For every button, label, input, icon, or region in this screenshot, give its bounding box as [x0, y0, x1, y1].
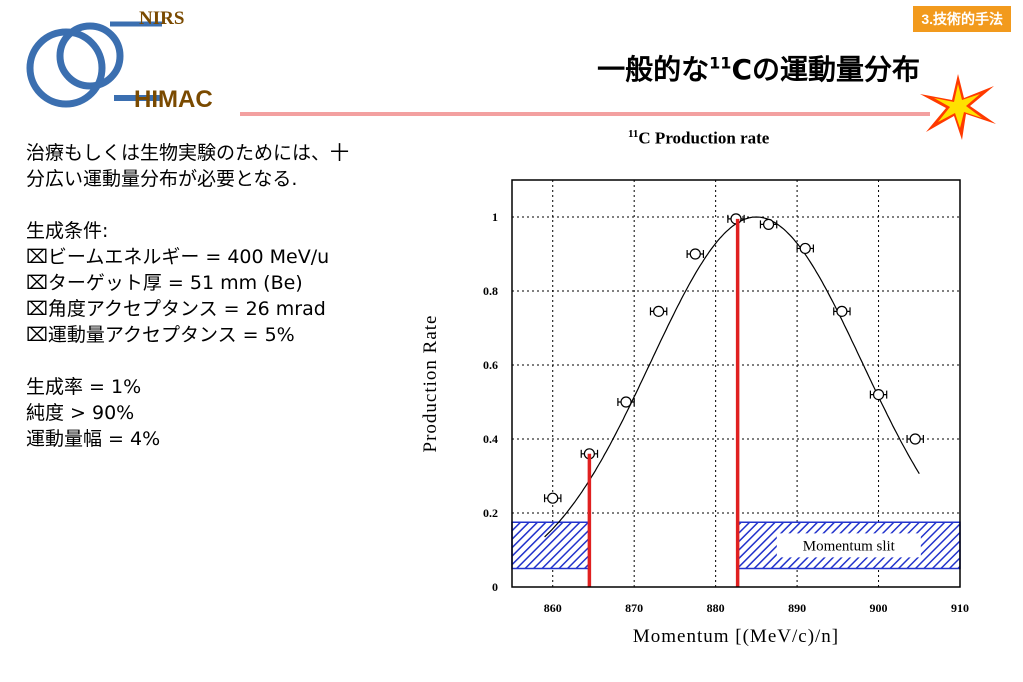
fit-curve — [544, 216, 920, 538]
point-marker — [762, 218, 775, 231]
logo-himac-text: HIMAC — [134, 86, 213, 113]
point-marker — [689, 248, 701, 260]
y-tick-label: 0.4 — [483, 432, 498, 446]
slit-lines — [587, 218, 740, 587]
result-item: 運動量幅 = 4% — [26, 428, 161, 450]
intro-line: 治療もしくは生物実験のためには、十 — [26, 142, 350, 164]
condition-item: ⌧運動量アクセプタンス = 5% — [26, 324, 295, 346]
x-tick-label: 890 — [788, 601, 806, 615]
data-points — [543, 213, 924, 504]
fit-curve-path — [544, 216, 920, 538]
x-tick-label: 870 — [625, 601, 643, 615]
slit-band — [511, 521, 591, 570]
logo-rings-icon — [26, 21, 162, 108]
data-point — [796, 242, 814, 255]
point-marker — [653, 305, 665, 317]
production-rate-chart: 860 870 880 890 900 910 0 0.2 0.4 0.6 0.8 1 Momentu… — [420, 179, 969, 647]
description-text: 治療もしくは生物実験のためには、十 分広い運動量分布が必要となる. 生成条件: … — [26, 140, 436, 452]
y-tick-label: 0.8 — [483, 284, 498, 298]
point-marker — [872, 389, 885, 401]
section-tag: 3.技術的手法 — [913, 6, 1011, 32]
data-point — [617, 396, 635, 408]
starburst-icon — [920, 74, 996, 140]
x-tick-label: 900 — [870, 601, 888, 615]
point-marker — [547, 492, 559, 504]
intro-line: 分広い運動量分布が必要となる. — [26, 168, 298, 190]
nirs-himac-logo: NIRS HIMAC — [24, 6, 254, 116]
chart-title: 11C Production rate — [628, 128, 770, 148]
x-tick-label: 880 — [707, 601, 725, 615]
plot-frame — [511, 179, 961, 588]
slit-label: Momentum slit — [803, 538, 896, 554]
header-rule — [240, 112, 930, 116]
data-point — [869, 389, 888, 401]
data-point — [649, 305, 668, 317]
slit-label-background — [776, 533, 921, 558]
result-item: 生成率 = 1% — [26, 376, 142, 398]
x-tick-label: 860 — [544, 601, 562, 615]
point-marker — [620, 396, 632, 408]
data-point — [759, 218, 778, 231]
axis-ticks: 860 870 880 890 900 910 0 0.2 0.4 0.6 0.8 1 — [483, 210, 969, 615]
result-item: 純度 > 90% — [26, 402, 135, 424]
y-axis-label: Production Rate — [420, 315, 441, 453]
y-tick-label: 0.2 — [483, 506, 498, 520]
x-axis-label: Momentum [(MeV/c)/n] — [633, 626, 839, 647]
point-marker — [836, 305, 848, 317]
condition-item: ⌧角度アクセプタンス = 26 mrad — [26, 298, 326, 320]
condition-item: ⌧ビームエネルギー = 400 MeV/u — [26, 246, 330, 268]
data-point — [833, 305, 851, 317]
y-tick-label: 1 — [492, 210, 498, 224]
y-tick-label: 0.6 — [483, 358, 498, 372]
conditions-heading: 生成条件: — [26, 220, 109, 242]
point-marker — [909, 433, 921, 445]
data-point — [543, 492, 562, 504]
point-marker — [799, 242, 811, 255]
data-point — [686, 248, 705, 260]
data-point — [906, 433, 924, 445]
condition-item: ⌧ターゲット厚 = 51 mm (Be) — [26, 272, 303, 294]
page-title: 一般的な11Cの運動量分布 — [597, 53, 920, 86]
y-tick-label: 0 — [492, 580, 498, 594]
logo-nirs-text: NIRS — [139, 8, 185, 29]
x-tick-label: 910 — [951, 601, 969, 615]
